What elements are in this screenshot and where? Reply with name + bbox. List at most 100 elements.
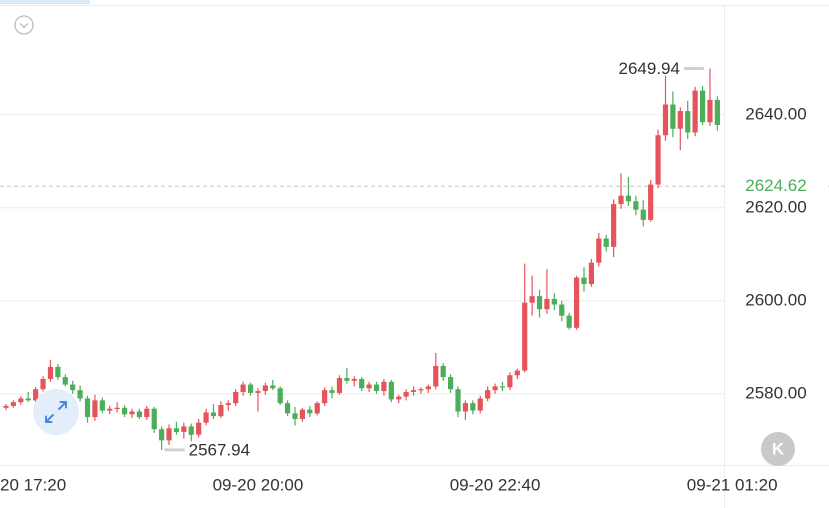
candle-body [418, 389, 424, 391]
kline-label: K [772, 439, 785, 458]
candle-body [559, 304, 565, 316]
candle-body [284, 403, 291, 414]
kline-button[interactable]: K [761, 432, 795, 466]
kline-circle [761, 432, 795, 466]
candle-body [366, 384, 372, 389]
y-tick-label: 2580.00 [745, 383, 806, 402]
candle-body [99, 400, 105, 411]
candle-body [551, 298, 557, 305]
candle-body [114, 407, 120, 409]
candle-body [196, 422, 202, 435]
candle-body [344, 378, 350, 381]
candle-body [507, 375, 513, 388]
tab-indicator [0, 0, 90, 4]
candle-body [707, 99, 713, 123]
candle-body [136, 411, 142, 418]
toggle-circle [14, 15, 34, 35]
candle-body [655, 135, 661, 185]
candle-body [544, 298, 550, 310]
max-label: 2649.94 [619, 59, 680, 78]
expand-button[interactable] [33, 389, 79, 435]
toggle-chevron [19, 23, 29, 29]
candle-body [492, 386, 498, 391]
candle-body [381, 381, 387, 392]
y-tick-label: 2600.00 [745, 290, 806, 309]
candle-body [307, 409, 313, 414]
candle-body [247, 384, 254, 393]
candle-body [648, 184, 654, 220]
candle-body [121, 407, 128, 415]
candle-body [611, 204, 617, 247]
candle-body [255, 391, 261, 393]
candle-body [129, 411, 135, 415]
candle-body [262, 385, 268, 392]
candle-body [529, 296, 535, 303]
candle-body [425, 386, 431, 390]
candle-body [373, 384, 380, 392]
candle-body [455, 389, 461, 412]
candle-body [573, 277, 580, 328]
candle-body [499, 386, 506, 388]
last-price-label: 2624.62 [745, 176, 806, 195]
candle-body [77, 390, 83, 399]
candle-body [522, 302, 528, 371]
candle-body [714, 99, 720, 125]
candle-body [396, 396, 402, 400]
x-tick-label: 09-20 22:40 [450, 475, 541, 494]
candle-body [277, 388, 283, 404]
candle-body [151, 408, 157, 430]
candle-body [70, 384, 76, 391]
candle-body [662, 104, 669, 136]
collapse-toggle[interactable] [14, 15, 34, 35]
candle-body [322, 390, 328, 404]
candle-body [166, 428, 172, 441]
candle-body [692, 90, 698, 133]
candle-body [596, 238, 602, 263]
candle-body [3, 405, 9, 408]
candle-body [233, 391, 239, 404]
candle-body [181, 426, 187, 432]
candle-body [292, 413, 298, 419]
candle-body [218, 405, 224, 417]
candle-body [485, 390, 491, 399]
candle-body [40, 378, 46, 390]
candle-body [588, 262, 594, 285]
candle-body [477, 398, 483, 411]
candle-body [210, 412, 217, 417]
candle-body [514, 370, 520, 376]
candle-body [699, 90, 706, 123]
candle-body [84, 398, 91, 418]
expand-circle [33, 389, 79, 435]
candle-body [625, 195, 632, 202]
candle-body [144, 408, 150, 418]
candle-body [462, 403, 469, 412]
candle-body [536, 296, 543, 310]
candle-body [388, 381, 394, 400]
candle-body [18, 398, 24, 403]
last-price-label-bg [728, 175, 828, 198]
candle-body [92, 400, 98, 418]
candle-body [10, 402, 17, 406]
candle-body [270, 385, 276, 389]
candle-body [685, 111, 691, 133]
candle-body [25, 398, 31, 401]
candle-body [188, 426, 194, 435]
candle-body [33, 389, 39, 401]
y-tick-label: 2640.00 [745, 104, 806, 123]
candle-body [107, 408, 113, 411]
candle-body [55, 366, 61, 378]
x-tick-label: 20 17:20 [0, 475, 66, 494]
candle-body [677, 111, 683, 129]
candle-body [159, 429, 165, 441]
candle-body [603, 238, 609, 247]
candle-body [448, 377, 454, 390]
candle-body [351, 378, 357, 381]
candle-body [470, 403, 476, 411]
candle-body [410, 390, 417, 392]
candle-body [47, 366, 54, 379]
candle-body [566, 315, 572, 328]
min-label: 2567.94 [189, 440, 250, 459]
candle-body [314, 403, 320, 414]
candle-body [618, 195, 624, 205]
